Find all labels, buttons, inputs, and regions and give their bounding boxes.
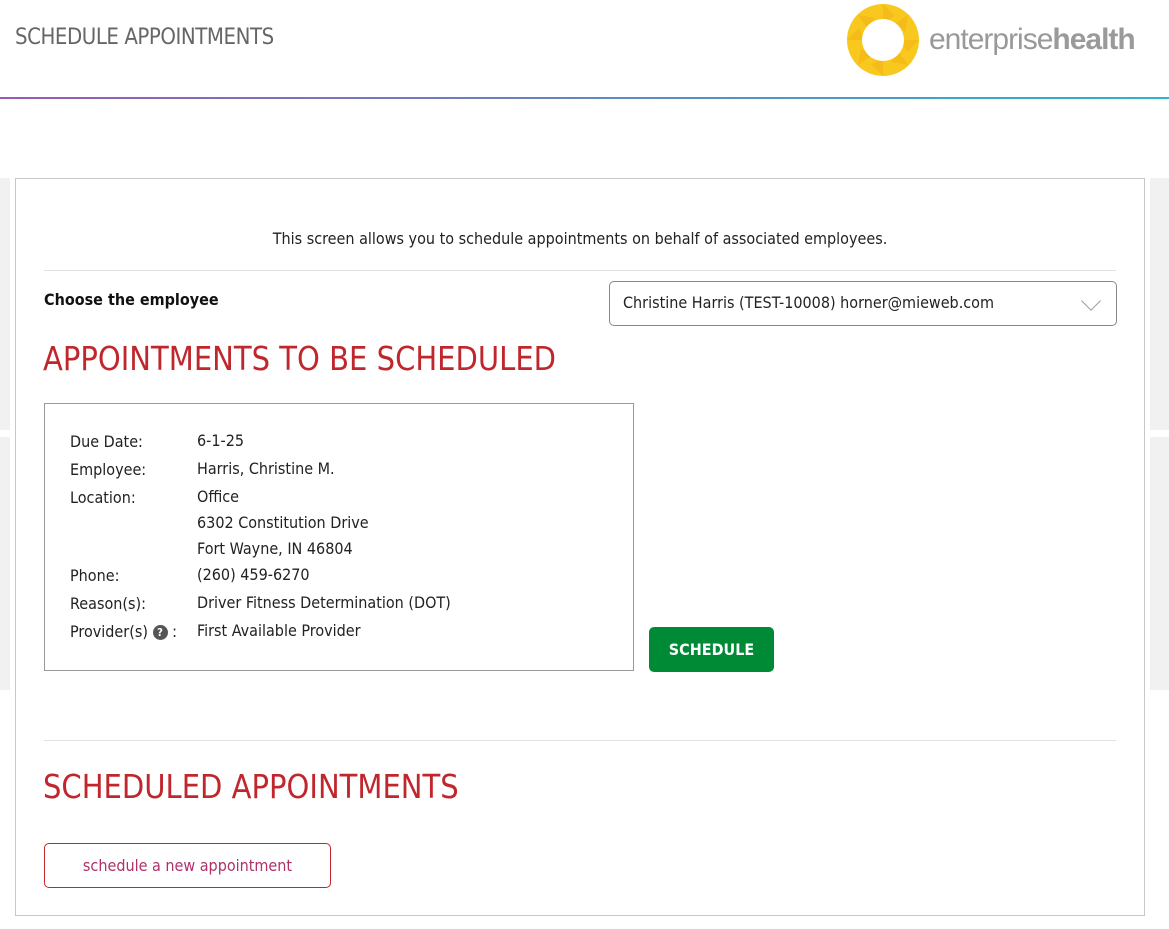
divider xyxy=(44,270,1116,271)
phone-row: Phone: (260) 459-6270 xyxy=(70,565,310,585)
side-panel xyxy=(1150,178,1169,430)
appointment-details: Due Date: 6-1-25 Employee: Harris, Christi… xyxy=(44,403,634,671)
side-panel xyxy=(0,178,10,430)
chevron-down-icon xyxy=(1081,291,1101,311)
help-icon[interactable]: ? xyxy=(152,625,168,640)
divider xyxy=(44,740,1116,741)
side-panel xyxy=(0,437,10,690)
employee-select[interactable]: Christine Harris (TEST-10008) horner@mie… xyxy=(609,281,1117,326)
page-title: SCHEDULE APPOINTMENTS xyxy=(15,25,274,50)
reason-row: Reason(s): Driver Fitness Determination (… xyxy=(70,593,451,613)
schedule-card: This screen allows you to schedule appoi… xyxy=(15,178,1145,916)
schedule-new-appointment-button[interactable]: schedule a new appointment xyxy=(44,843,331,888)
enterprise-health-logo: enterprisehealth xyxy=(845,2,1136,77)
header: SCHEDULE APPOINTMENTS enterprisehealth xyxy=(0,0,1169,99)
side-panel xyxy=(1150,437,1169,690)
header-divider xyxy=(0,97,1169,99)
due-date-row: Due Date: 6-1-25 xyxy=(70,431,245,451)
employee-row: Employee: Harris, Christine M. xyxy=(70,459,335,479)
schedule-button[interactable]: SCHEDULE xyxy=(649,627,774,672)
sun-logo-icon xyxy=(847,3,919,76)
appointments-to-schedule-heading: APPOINTMENTS TO BE SCHEDULED xyxy=(43,339,557,378)
intro-text: This screen allows you to schedule appoi… xyxy=(272,229,888,248)
scheduled-appointments-heading: SCHEDULED APPOINTMENTS xyxy=(43,767,459,806)
provider-row: Provider(s) ? : First Available Provider xyxy=(70,621,361,641)
location-row: Location: Office 6302 Constitution Drive F… xyxy=(70,487,369,558)
employee-label: Choose the employee xyxy=(44,290,219,309)
